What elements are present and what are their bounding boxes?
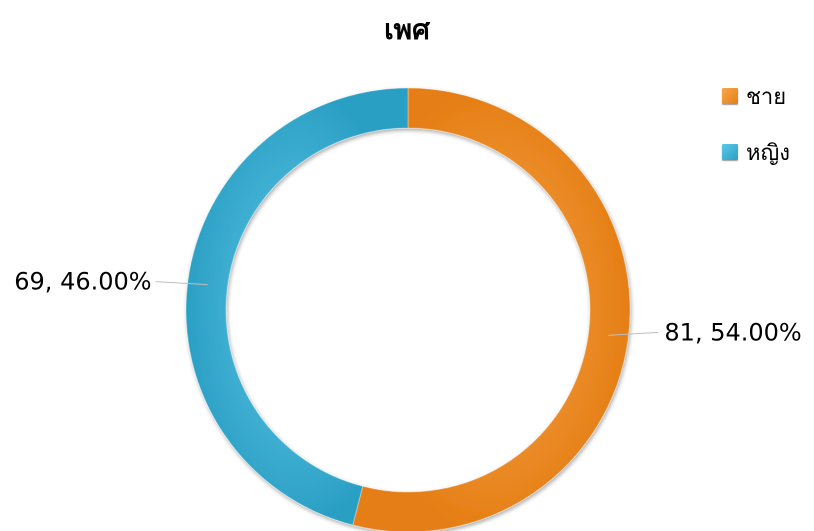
legend-swatch-male xyxy=(722,88,738,104)
data-label-male: 81, 54.00% xyxy=(664,318,801,346)
legend-swatch-female xyxy=(722,144,738,160)
donut-slice-female xyxy=(186,88,408,525)
legend-item-male: ชาย xyxy=(722,82,790,110)
legend-item-female: หญิง xyxy=(722,138,790,166)
legend-label-male: ชาย xyxy=(746,79,786,114)
donut-slice-male xyxy=(353,88,630,531)
data-label-female: 69, 46.00% xyxy=(14,268,151,296)
legend: ชาย หญิง xyxy=(722,82,790,194)
legend-label-female: หญิง xyxy=(746,135,790,170)
